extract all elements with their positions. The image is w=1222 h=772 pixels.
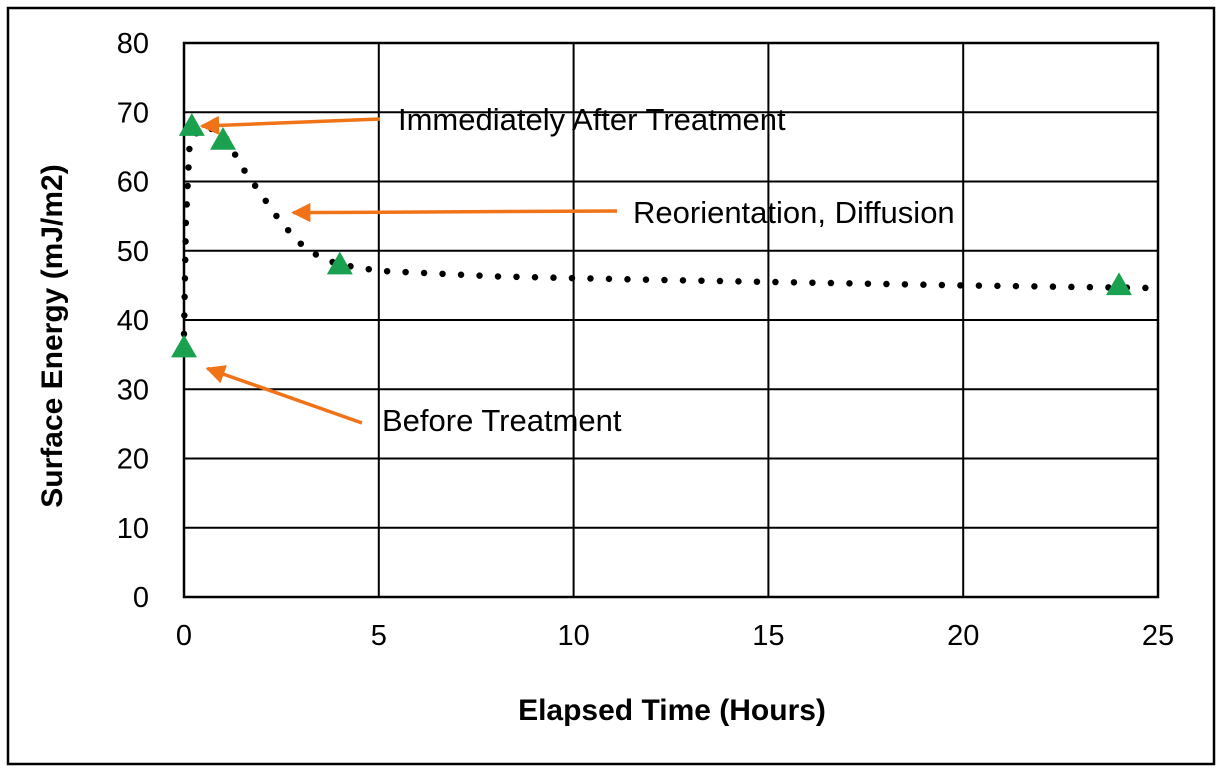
y-tick-label-50: 50 (117, 236, 149, 268)
x-tick-label-5: 5 (371, 620, 387, 652)
x-tick-label-20: 20 (947, 620, 979, 652)
annotation-before-treatment: Before Treatment (382, 403, 622, 438)
y-tick-label-60: 60 (117, 167, 149, 199)
data-point-2 (210, 127, 236, 150)
y-tick-label-20: 20 (117, 444, 149, 476)
y-axis-title: Surface Energy (mJ/m2) (36, 164, 69, 507)
y-tick-label-10: 10 (117, 513, 149, 545)
annotations (199, 115, 618, 425)
annotation-arrow-2 (205, 365, 363, 425)
annotation-arrow-0 (199, 115, 381, 136)
y-tick-label-0: 0 (133, 582, 149, 614)
y-tick-label-80: 80 (117, 28, 149, 60)
data-point-3 (326, 251, 353, 275)
x-tick-label-10: 10 (557, 620, 589, 652)
x-tick-label-0: 0 (176, 620, 192, 652)
annotation-after-treatment: Immediately After Treatment (398, 102, 786, 137)
plot-area-border (182, 41, 1160, 599)
tick-labels: 0 10 20 30 40 50 60 70 80 0 5 10 15 20 25 (117, 28, 1174, 652)
data-point-4 (1106, 272, 1132, 296)
x-axis-title: Elapsed Time (Hours) (518, 694, 826, 727)
annotation-reorientation: Reorientation, Diffusion (633, 195, 955, 230)
data-point-1 (178, 113, 205, 136)
trend-line (180, 122, 1162, 338)
trend-dotted-line (180, 122, 1162, 338)
data-point-0 (171, 334, 197, 358)
y-tick-label-30: 30 (117, 374, 149, 406)
y-tick-label-40: 40 (117, 305, 149, 337)
data-markers (171, 113, 1132, 358)
x-tick-label-15: 15 (752, 620, 784, 652)
y-tick-label-70: 70 (117, 97, 149, 129)
annotation-arrow-1 (291, 202, 618, 223)
x-tick-label-25: 25 (1142, 620, 1174, 652)
